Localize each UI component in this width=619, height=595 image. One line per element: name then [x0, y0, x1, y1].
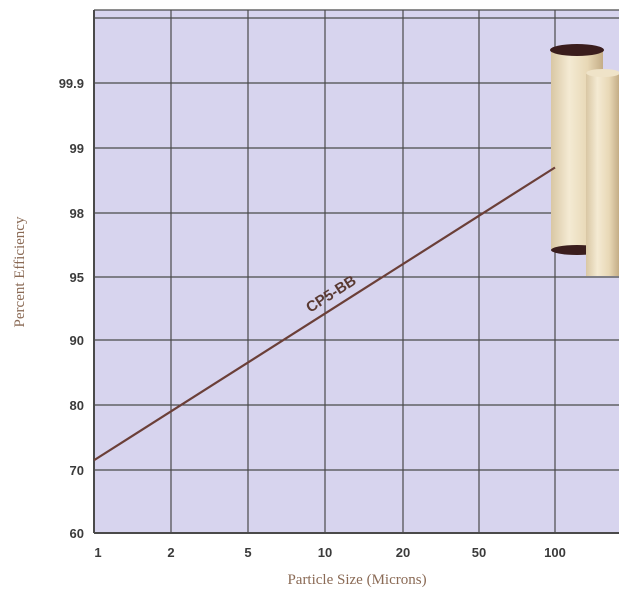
y-tick-label: 95	[70, 270, 84, 285]
x-tick-labels: 1 2 5 10 20 50 100	[94, 545, 565, 560]
x-tick-label: 2	[167, 545, 174, 560]
x-tick-label: 50	[472, 545, 486, 560]
y-tick-labels: 60 70 80 90 95 98 99 99.9	[59, 76, 84, 541]
x-tick-label: 5	[244, 545, 251, 560]
y-axis-title: Percent Efficiency	[12, 216, 28, 327]
y-tick-label: 90	[70, 333, 84, 348]
x-tick-label: 100	[544, 545, 566, 560]
y-tick-label: 98	[70, 206, 84, 221]
y-tick-label: 80	[70, 398, 84, 413]
x-tick-label: 1	[94, 545, 101, 560]
y-tick-label: 70	[70, 463, 84, 478]
y-tick-label: 99.9	[59, 76, 84, 91]
x-tick-label: 10	[318, 545, 332, 560]
x-axis-title: Particle Size (Microns)	[287, 572, 426, 588]
y-tick-label: 99	[70, 141, 84, 156]
y-tick-label: 60	[70, 526, 84, 541]
plot-area	[94, 10, 619, 533]
x-tick-label: 20	[396, 545, 410, 560]
filter-cartridges-icon	[550, 44, 619, 276]
